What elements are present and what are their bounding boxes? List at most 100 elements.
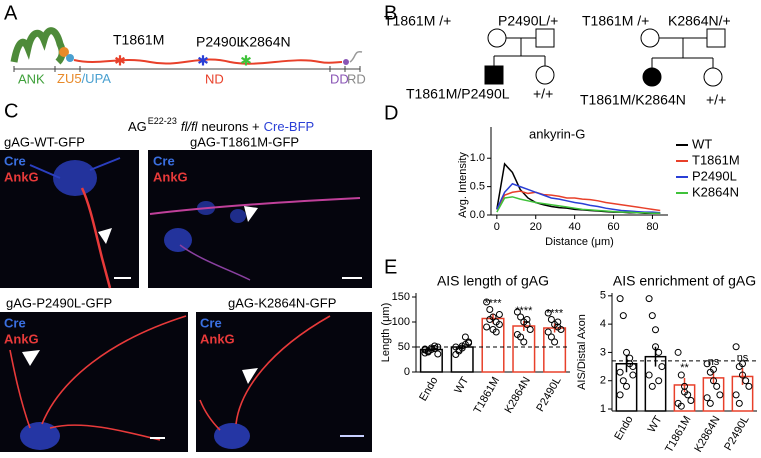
data-point	[629, 363, 637, 371]
x-tick-label: WT	[646, 414, 665, 435]
panel-label: E	[384, 256, 397, 278]
data-point	[526, 326, 534, 333]
y-tick-label: 0.0	[470, 209, 485, 221]
data-point	[710, 365, 717, 373]
domain-label: DD	[330, 71, 349, 86]
genotype: T1861M /+	[384, 13, 451, 29]
y-axis-label: Length (μm)	[380, 303, 392, 363]
y-tick-label: 3	[600, 346, 606, 358]
data-point	[732, 343, 740, 351]
data-point	[655, 377, 663, 385]
data-point	[619, 377, 627, 385]
x-tick-label: K2864N	[503, 375, 533, 415]
data-point	[735, 399, 743, 407]
channel-label: Cre	[4, 153, 26, 168]
series-line	[496, 196, 661, 215]
rd-region	[349, 50, 363, 63]
data-point	[658, 363, 666, 371]
pedigree	[484, 28, 555, 85]
x-tick-label: 20	[530, 221, 542, 233]
data-point	[523, 316, 531, 323]
data-point	[421, 345, 429, 353]
data-point	[745, 382, 753, 390]
data-point	[648, 382, 656, 390]
y-tick-label: 0	[404, 366, 410, 378]
data-point	[648, 312, 656, 320]
micrograph	[0, 150, 139, 289]
dd-domain	[343, 59, 349, 65]
legend-label: T1861M	[692, 152, 740, 167]
domain-label: ND	[205, 71, 224, 86]
data-point	[517, 313, 525, 321]
data-point	[739, 360, 746, 368]
upa-domain	[66, 54, 74, 62]
data-point	[547, 333, 555, 341]
data-point	[495, 311, 503, 318]
data-point	[458, 342, 466, 350]
data-point	[616, 295, 624, 303]
data-point	[706, 399, 714, 407]
panel-heading: AGE22-23 fl/fl neurons + Cre-BFP	[128, 116, 314, 134]
data-point	[623, 348, 630, 356]
data-point	[674, 348, 682, 356]
mutation-label: T1861M	[113, 32, 164, 48]
y-axis-label: AIS/Distal Axon	[576, 314, 588, 390]
domain-label: ZU5/UPA	[57, 71, 111, 86]
data-point	[619, 312, 627, 320]
data-point	[716, 391, 724, 399]
data-point	[483, 323, 491, 331]
genotype: P2490L/+	[498, 13, 558, 29]
zu5-domain	[59, 47, 69, 57]
data-point	[551, 338, 559, 346]
data-point	[703, 360, 711, 368]
legend-label: P2490L	[692, 168, 737, 183]
pedigree	[640, 28, 726, 87]
data-point	[520, 338, 528, 346]
mutation-label: K2864N	[240, 34, 291, 50]
data-point	[645, 295, 653, 303]
x-tick-label: WT	[452, 375, 471, 396]
y-tick-label: 150	[392, 291, 410, 303]
chart-title: AIS length of gAG	[437, 273, 549, 289]
data-point	[544, 328, 552, 336]
channel-label: AnkG	[200, 331, 235, 346]
mutation-star: ✱	[197, 53, 209, 69]
x-tick-label: Endo	[417, 375, 440, 403]
x-tick-label: T1861M	[472, 375, 503, 416]
x-tick-label: Endo	[612, 414, 635, 442]
nd-region	[73, 58, 343, 65]
data-point	[554, 318, 562, 326]
data-point	[483, 298, 491, 306]
data-point	[513, 308, 521, 316]
genotype: K2864N/+	[668, 13, 731, 29]
data-point	[629, 371, 637, 379]
data-point	[732, 391, 740, 399]
significance: ****	[515, 305, 533, 317]
data-point	[742, 377, 750, 385]
data-point	[681, 388, 688, 396]
series-line	[496, 190, 661, 212]
x-tick-label: K2864N	[692, 414, 722, 454]
image-title: gAG-P2490L-GFP	[6, 295, 112, 310]
chart-title: ankyrin-G	[529, 126, 585, 141]
x-tick-label: 0	[494, 221, 500, 233]
data-point	[431, 342, 439, 350]
y-tick-label: 1	[600, 403, 606, 415]
series-line	[496, 162, 661, 215]
data-point	[687, 397, 695, 405]
panel-label: A	[4, 2, 18, 24]
genotype: +/+	[533, 86, 553, 102]
data-point	[626, 354, 634, 362]
y-tick-label: 100	[392, 316, 410, 328]
data-point	[652, 343, 659, 351]
image-title: gAG-T1861M-GFP	[190, 134, 299, 149]
legend-label: K2864N	[692, 184, 739, 199]
y-tick-label: 0.5	[470, 181, 485, 193]
y-tick-label: 1.0	[470, 152, 485, 164]
data-point	[616, 391, 624, 399]
panel-label: C	[4, 100, 18, 122]
x-tick-label: P2490L	[534, 375, 563, 414]
data-point	[652, 326, 659, 334]
mutation-label: P2490L	[196, 34, 244, 50]
